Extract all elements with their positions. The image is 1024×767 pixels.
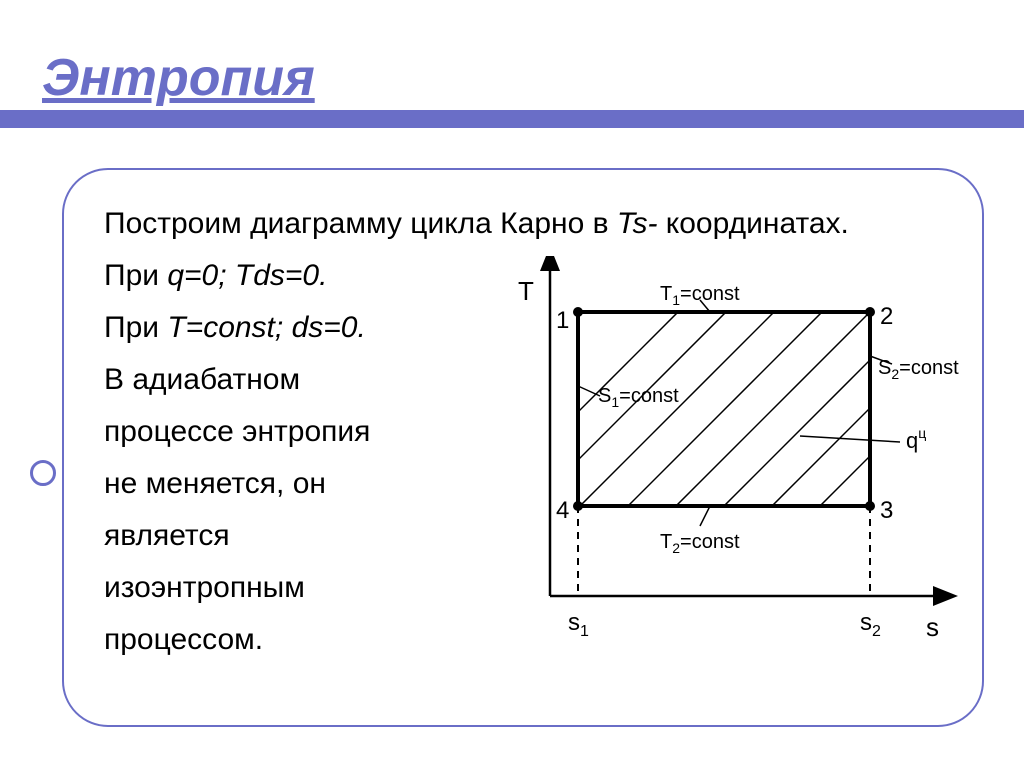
slide-title: Энтропия: [42, 48, 325, 108]
line-3: При T=const; ds=0.: [104, 304, 444, 352]
point-2: [865, 307, 875, 317]
ts-diagram: T s s1 s2: [460, 256, 960, 656]
corner-4: 4: [556, 497, 569, 524]
label-left: S1=const: [598, 385, 679, 410]
header-band: [0, 110, 1024, 128]
line2-b: q=0; Tds=0.: [167, 259, 327, 292]
x-axis-label: s: [926, 612, 939, 642]
content-box: Построим диаграмму цикла Карно в Ts- коо…: [62, 168, 984, 727]
point-1: [573, 307, 583, 317]
slide: Энтропия Построим диаграмму цикла Карно …: [0, 0, 1024, 767]
line-4: В адиабатном: [104, 356, 444, 404]
line1-a: Построим диаграмму цикла Карно в: [104, 207, 617, 240]
q-annotation: qц: [906, 425, 926, 453]
x-tick-s2: s2: [860, 609, 881, 640]
label-top: T1=const: [660, 283, 740, 308]
bullet-icon: [30, 460, 56, 486]
corner-1: 1: [556, 307, 569, 334]
line-7: является: [104, 512, 444, 560]
tick-bottom: [700, 506, 710, 526]
line3-b: T=const; ds=0.: [167, 311, 365, 344]
label-right: S2=const: [878, 357, 959, 382]
corner-3: 3: [880, 497, 893, 524]
line1-c: координатах.: [657, 207, 848, 240]
point-3: [865, 501, 875, 511]
label-bottom: T2=const: [660, 531, 740, 556]
y-axis-label: T: [518, 276, 534, 306]
line-9: процессом.: [104, 616, 444, 664]
line3-a: При: [104, 311, 167, 344]
line-5: процессе энтропия: [104, 408, 444, 456]
line2-a: При: [104, 259, 167, 292]
point-4: [573, 501, 583, 511]
line-8: изоэнтропным: [104, 564, 444, 612]
x-tick-s1: s1: [568, 609, 589, 640]
line1-b: Ts-: [617, 207, 658, 240]
left-text-column: При T=const; ds=0. В адиабатном процессе…: [104, 304, 444, 668]
tick-left: [578, 386, 600, 396]
corner-2: 2: [880, 303, 893, 330]
q-pointer: [800, 436, 900, 442]
line-1: Построим диаграмму цикла Карно в Ts- коо…: [104, 200, 952, 248]
line-6: не меняется, он: [104, 460, 444, 508]
